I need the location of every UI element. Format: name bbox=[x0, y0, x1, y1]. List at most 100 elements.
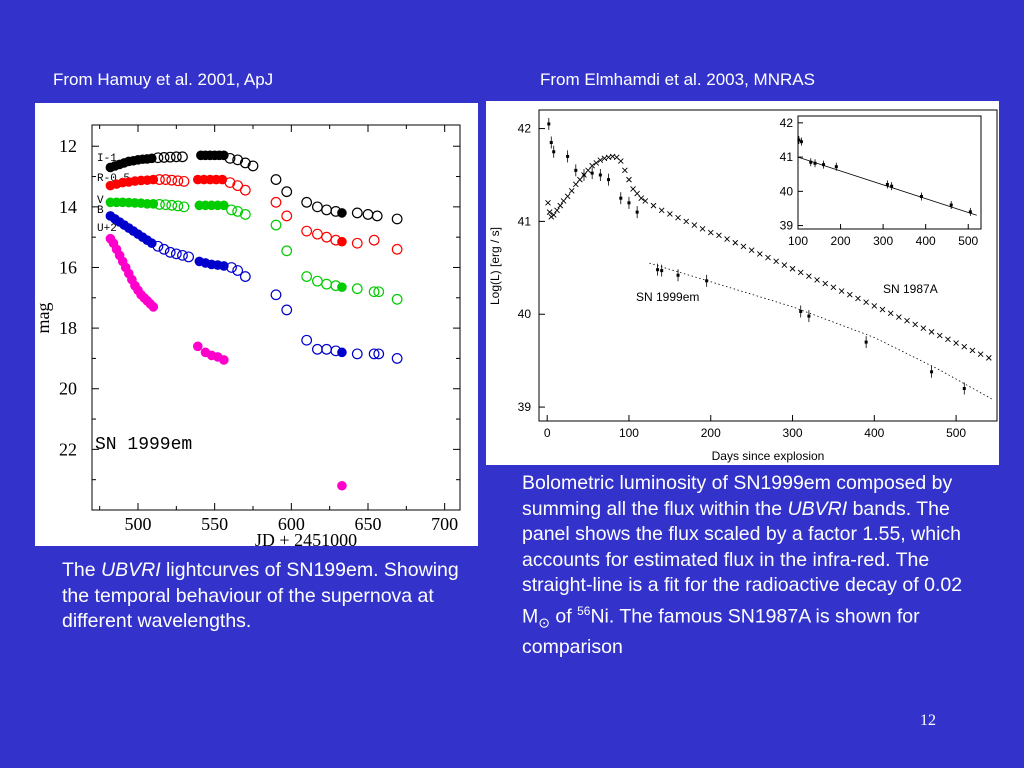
sn1987a-point bbox=[855, 295, 861, 302]
inset-x-tick-label: 500 bbox=[958, 234, 978, 248]
y-tick-label: 12 bbox=[59, 136, 77, 156]
open-point bbox=[281, 210, 293, 222]
sn1987a-point bbox=[953, 340, 959, 346]
inset-point bbox=[885, 182, 889, 186]
inset-y-tick-label: 41 bbox=[780, 150, 794, 164]
open-point bbox=[270, 196, 282, 208]
y-axis-label: Log(L) [erg / s] bbox=[488, 227, 502, 305]
inset-y-tick-label: 40 bbox=[780, 184, 794, 198]
sn1987a-point bbox=[617, 158, 624, 164]
sn1999em-point bbox=[656, 268, 660, 272]
sn1987a-point bbox=[568, 187, 575, 194]
lightcurve-panel: 500 550 600 650 700 12 14 16 18 20 22 JD + 2451000 m… bbox=[35, 103, 478, 546]
sn1987a-point bbox=[969, 347, 976, 354]
open-point bbox=[312, 275, 323, 287]
sn1987a-point bbox=[797, 269, 804, 276]
sn1987a-point bbox=[630, 186, 636, 192]
open-point bbox=[301, 225, 313, 237]
open-point bbox=[166, 199, 178, 211]
sn1987a-point bbox=[781, 262, 788, 268]
filled-point bbox=[337, 282, 347, 292]
inset-x-tick-label: 100 bbox=[788, 234, 808, 248]
open-point bbox=[368, 234, 380, 246]
open-point bbox=[152, 152, 164, 164]
sn1999em-label: SN 1999em bbox=[636, 290, 699, 304]
sn1987a-point bbox=[986, 355, 992, 361]
open-point bbox=[281, 245, 293, 257]
sn1999em-point bbox=[590, 171, 594, 175]
open-point bbox=[368, 348, 380, 360]
sn1987a-point bbox=[546, 209, 553, 215]
open-point bbox=[158, 243, 170, 255]
filled-point bbox=[337, 480, 347, 491]
sn1987a-point bbox=[896, 314, 902, 320]
open-point bbox=[170, 151, 182, 163]
open-point bbox=[330, 345, 342, 357]
sn1987a-point bbox=[577, 176, 583, 183]
sn1987a-point bbox=[638, 195, 645, 202]
x-tick-label: 400 bbox=[864, 426, 884, 440]
open-point bbox=[172, 175, 184, 187]
open-point bbox=[158, 152, 170, 163]
open-point bbox=[170, 248, 182, 260]
sn1987a-point bbox=[765, 254, 771, 261]
open-point bbox=[301, 334, 313, 346]
sn1999em-point bbox=[552, 150, 556, 154]
sn1999em-point bbox=[582, 173, 586, 177]
sn1987a-point bbox=[589, 162, 595, 169]
open-point bbox=[391, 353, 403, 364]
plot-frame bbox=[91, 124, 461, 511]
plot-frame bbox=[538, 109, 998, 422]
open-point bbox=[177, 249, 188, 261]
sn1999em-point bbox=[660, 269, 664, 273]
x-tick-label: 600 bbox=[278, 514, 305, 534]
filled-point bbox=[148, 302, 159, 312]
band-label: U+2 bbox=[97, 223, 117, 235]
open-point bbox=[330, 205, 342, 217]
inset-point bbox=[890, 184, 894, 188]
left-caption: From Hamuy et al. 2001, ApJ bbox=[53, 70, 274, 89]
open-point bbox=[166, 174, 178, 186]
y-tick-label: 14 bbox=[59, 197, 77, 217]
sn1987a-point bbox=[773, 258, 779, 265]
sn1987a-point bbox=[564, 193, 571, 200]
sn1987a-point bbox=[597, 157, 604, 163]
sn1987a-point bbox=[560, 198, 567, 204]
sn1987a-point bbox=[601, 155, 608, 162]
x-axis-label: Days since explosion bbox=[712, 449, 825, 463]
inset-point bbox=[822, 163, 826, 167]
sn1987a-point bbox=[879, 306, 886, 313]
y-tick-label: 16 bbox=[59, 257, 77, 277]
open-point bbox=[226, 262, 237, 273]
bolometric-panel: 0 100 200 300 400 500 39 40 41 42 Days since explo… bbox=[486, 101, 999, 465]
open-point bbox=[373, 348, 385, 360]
x-axis-label: JD + 2451000 bbox=[255, 530, 357, 546]
open-point bbox=[164, 151, 176, 163]
open-point bbox=[232, 205, 244, 217]
open-point bbox=[351, 237, 363, 249]
inset-x-tick-label: 200 bbox=[831, 234, 851, 248]
sn1987a-point bbox=[707, 229, 714, 236]
filled-point bbox=[147, 238, 157, 249]
sn1987a-point bbox=[830, 284, 837, 291]
sn1999em-point bbox=[607, 178, 611, 182]
sn1999em-point bbox=[799, 309, 803, 313]
x-tick-label: 200 bbox=[701, 426, 721, 440]
open-point bbox=[373, 286, 385, 298]
sn1999em-point bbox=[705, 279, 709, 283]
x-tick-label: 500 bbox=[946, 426, 966, 440]
x-tick-label: 500 bbox=[125, 514, 152, 534]
open-point bbox=[330, 234, 342, 246]
open-point bbox=[351, 207, 363, 219]
inset-point bbox=[809, 160, 813, 164]
sn1999em-point bbox=[864, 340, 868, 344]
sn1999em-point bbox=[676, 273, 680, 277]
open-point bbox=[239, 184, 251, 196]
filled-point bbox=[219, 150, 229, 161]
sn1987a-point bbox=[609, 153, 616, 160]
open-point bbox=[154, 199, 165, 210]
sn1987a-label: SN 1987A bbox=[883, 282, 938, 296]
band-label: V bbox=[97, 195, 104, 207]
sn1987a-point bbox=[945, 336, 951, 343]
open-point bbox=[226, 204, 237, 216]
